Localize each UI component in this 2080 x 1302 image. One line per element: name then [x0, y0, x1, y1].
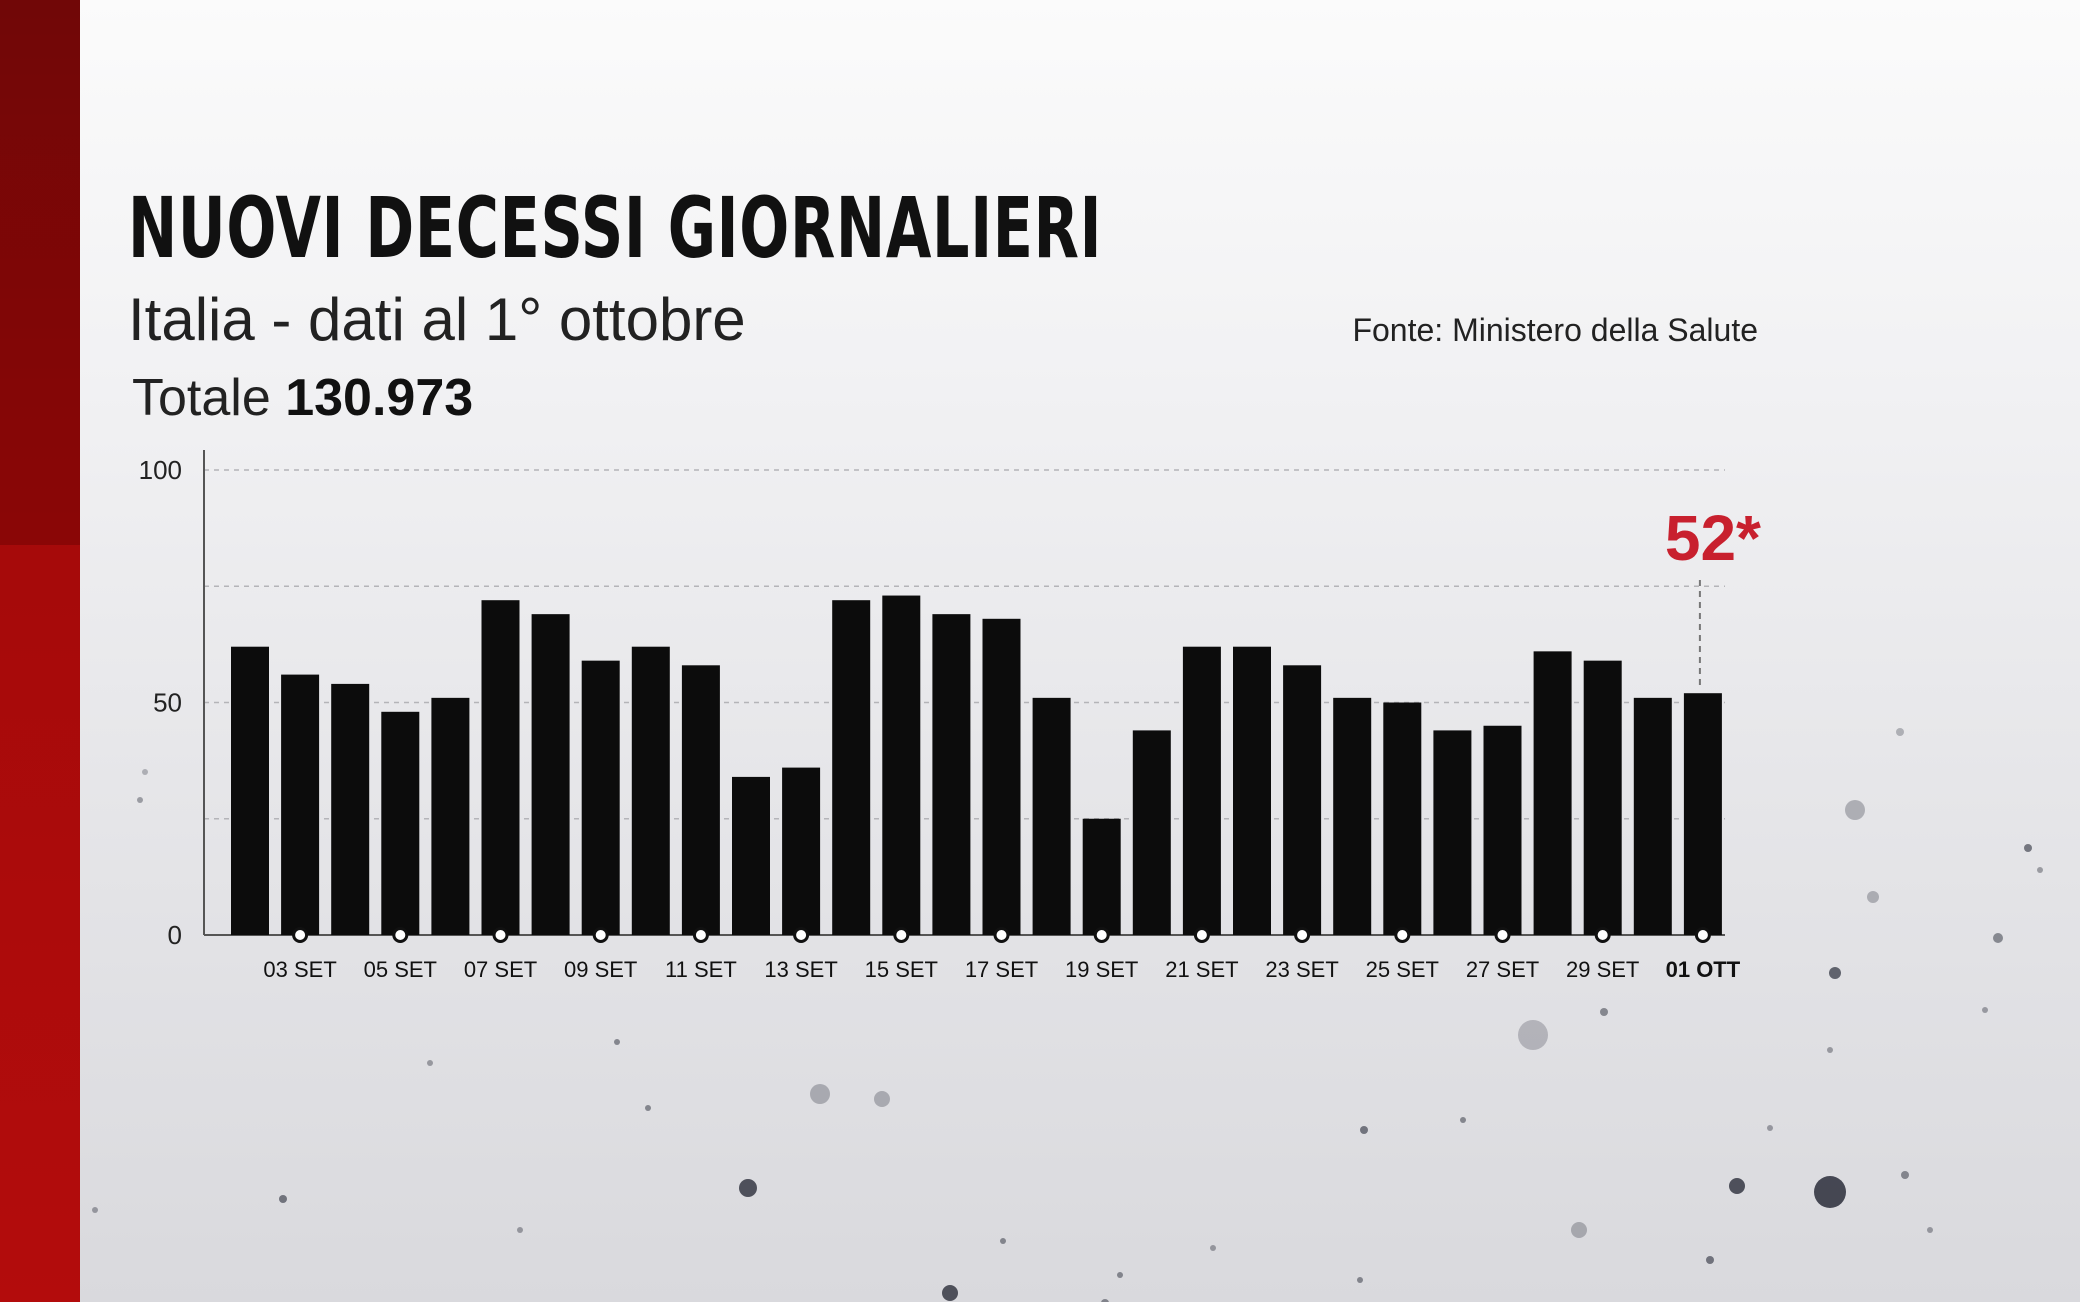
total-label: Totale	[132, 369, 271, 427]
bar-25-set	[1383, 702, 1422, 935]
y-tick-label: 0	[168, 920, 182, 950]
bar-06-set	[431, 697, 470, 935]
chart-subtitle: Italia - dati al 1° ottobre	[128, 286, 746, 353]
bar-21-set	[1182, 646, 1221, 935]
bar-13-set	[782, 767, 821, 935]
bar-20-set	[1132, 730, 1171, 935]
bar-04-set	[331, 683, 370, 935]
x-tick-label: 07 SET	[464, 957, 537, 982]
total-deaths: Totale 130.973	[132, 366, 473, 430]
x-tick-label: 23 SET	[1265, 957, 1338, 982]
bar-15-set	[882, 595, 921, 935]
x-tick-marker	[993, 927, 1010, 943]
x-tick-marker	[492, 927, 509, 943]
x-tick-marker	[1193, 927, 1210, 943]
bar-24-set	[1333, 697, 1372, 935]
bar-02-set	[231, 646, 269, 935]
bars	[231, 595, 1722, 935]
y-tick-label: 50	[153, 688, 182, 718]
bar-19-set	[1082, 818, 1121, 935]
x-tick-label: 03 SET	[263, 957, 336, 982]
x-tick-marker	[392, 927, 409, 943]
source-credit: Fonte: Ministero della Salute	[1352, 312, 1758, 348]
bar-30-set	[1633, 697, 1672, 935]
x-tick-marker	[1494, 927, 1511, 943]
x-tick-label: 05 SET	[364, 957, 437, 982]
bar-03-set	[281, 674, 320, 935]
bar-29-set	[1583, 660, 1622, 935]
bar-16-set	[932, 614, 971, 935]
x-tick-label: 17 SET	[965, 957, 1038, 982]
x-tick-label: 27 SET	[1466, 957, 1539, 982]
x-axis-ticks: 03 SET 05 SET 07 SET 09 SET 11 SET 13 SET 15 S…	[263, 927, 1741, 982]
chart-title: NUOVI DECESSI GIORNALIERI	[128, 179, 1103, 277]
bar-11-set	[681, 665, 720, 935]
x-tick-label: 01 OTT	[1666, 957, 1741, 982]
x-tick-marker	[1594, 927, 1611, 943]
x-tick-marker	[893, 927, 910, 943]
total-value: 130.973	[285, 369, 474, 427]
bar-26-set	[1433, 730, 1472, 935]
bar-01-ott	[1683, 693, 1722, 935]
x-tick-label: 15 SET	[865, 957, 938, 982]
bar-07-set	[481, 600, 520, 935]
x-tick-label: 19 SET	[1065, 957, 1138, 982]
bar-09-set	[581, 660, 620, 935]
x-tick-marker	[1694, 927, 1711, 943]
bar-05-set	[381, 711, 420, 935]
bar-18-set	[1032, 697, 1071, 935]
x-tick-label: 25 SET	[1366, 957, 1439, 982]
x-tick-marker	[592, 927, 609, 943]
y-tick-label: 100	[139, 455, 182, 485]
bar-23-set	[1283, 665, 1322, 935]
bar-14-set	[832, 600, 871, 935]
x-tick-marker	[692, 927, 709, 943]
accent-side-bar	[0, 0, 80, 1302]
latest-value-annotation: 52*	[1665, 502, 1761, 574]
x-tick-marker	[793, 927, 810, 943]
x-tick-label: 11 SET	[665, 957, 737, 982]
x-tick-marker	[1294, 927, 1311, 943]
bar-08-set	[531, 614, 570, 935]
bar-12-set	[732, 776, 770, 935]
x-tick-marker	[1093, 927, 1110, 943]
bar-22-set	[1233, 646, 1271, 935]
x-tick-label: 21 SET	[1165, 957, 1238, 982]
x-tick-marker	[1394, 927, 1411, 943]
x-tick-marker	[292, 927, 309, 943]
bar-10-set	[631, 646, 670, 935]
x-tick-label: 09 SET	[564, 957, 637, 982]
bar-28-set	[1533, 651, 1572, 935]
bar-27-set	[1483, 725, 1522, 935]
x-tick-label: 13 SET	[764, 957, 837, 982]
bar-17-set	[982, 618, 1021, 935]
x-tick-label: 29 SET	[1566, 957, 1639, 982]
y-axis-ticks: 0 50 100	[139, 455, 182, 950]
annotations: 52*	[1665, 502, 1761, 690]
